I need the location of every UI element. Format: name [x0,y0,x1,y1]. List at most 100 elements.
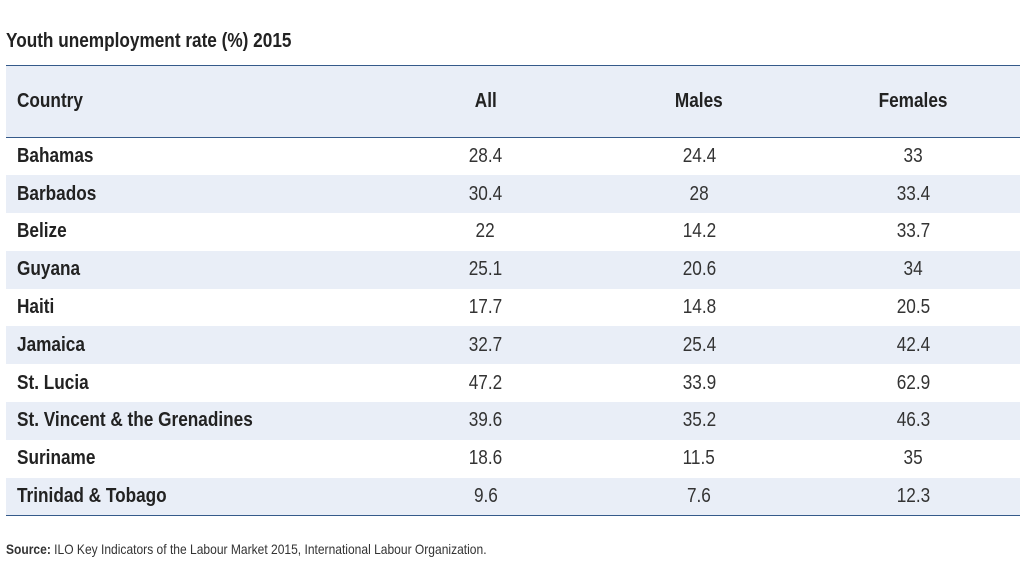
cell-country: St. Lucia [6,364,379,402]
cell-country: Belize [6,213,379,251]
cell-males-value: 35.2 [682,409,716,432]
cell-all-value: 25.1 [468,258,503,281]
table-header: Country All Males Females [6,65,1020,138]
cell-females-value: 33 [903,145,923,168]
cell-country: Trinidad & Tobago [6,478,379,516]
cell-females: 42.4 [806,326,1020,364]
cell-country: Guyana [6,251,379,289]
cell-females-value: 12.3 [896,484,930,507]
cell-females: 33 [806,138,1020,176]
cell-all: 25.1 [379,251,592,289]
column-header-all-label: All [474,90,497,112]
cell-females: 35 [806,440,1020,478]
cell-all: 17.7 [379,289,592,327]
cell-all-value: 30.4 [468,182,503,205]
column-header-females: Females [806,66,1020,138]
table-row: Belize 22 14.2 33.7 [6,213,1020,251]
cell-males-value: 11.5 [682,447,716,470]
source-text: ILO Key Indicators of the Labour Market … [50,541,487,557]
table-row: St. Vincent & the Grenadines 39.6 35.2 46.3 [6,402,1020,440]
cell-females-value: 33.4 [896,182,930,205]
cell-males-value: 24.4 [682,145,716,168]
header-row: Country All Males Females [6,65,1020,138]
unemployment-table: Country All Males Females Bahamas 28.4 24.… [6,65,1020,516]
table-row: St. Lucia 47.2 33.9 62.9 [6,364,1020,402]
table-row: Trinidad & Tobago 9.6 7.6 12.3 [6,477,1020,516]
cell-all: 39.6 [379,402,592,440]
cell-males-value: 28 [689,182,709,205]
cell-country-value: Belize [17,220,67,243]
cell-males: 14.2 [592,213,806,251]
cell-all-value: 28.4 [468,145,503,168]
cell-males-value: 7.6 [687,484,711,507]
cell-females-value: 34 [903,258,923,281]
cell-country-value: St. Lucia [17,371,89,394]
cell-females-value: 35 [903,447,923,470]
cell-males: 35.2 [592,402,806,440]
cell-country: Bahamas [6,138,379,176]
cell-males: 33.9 [592,364,806,402]
table-row: Haiti 17.7 14.8 20.5 [6,289,1020,327]
cell-males: 14.8 [592,289,806,327]
cell-females: 34 [806,251,1020,289]
cell-females: 20.5 [806,289,1020,327]
column-header-males-label: Males [675,90,723,112]
cell-country-value: Haiti [17,296,55,319]
cell-country-value: Jamaica [17,333,85,356]
cell-country: St. Vincent & the Grenadines [6,402,379,440]
cell-all: 9.6 [379,478,592,516]
source-label: Source: [6,541,51,557]
cell-males: 7.6 [592,478,806,516]
cell-all-value: 17.7 [468,296,503,319]
column-header-country-label: Country [17,90,83,112]
cell-females-value: 33.7 [896,220,930,243]
cell-all-value: 22 [475,220,496,243]
cell-females-value: 62.9 [896,371,930,394]
cell-females-value: 20.5 [896,296,930,319]
column-header-females-label: Females [878,90,948,112]
cell-males: 20.6 [592,251,806,289]
column-header-all: All [379,66,592,138]
table-row: Suriname 18.6 11.5 35 [6,440,1020,478]
cell-males-value: 14.2 [682,220,716,243]
cell-females: 12.3 [806,478,1020,516]
table-row: Jamaica 32.7 25.4 42.4 [6,326,1020,365]
column-header-country: Country [6,66,379,138]
cell-all: 32.7 [379,326,592,364]
cell-males: 28 [592,175,806,213]
cell-country-value: Bahamas [17,145,94,168]
table-row: Barbados 30.4 28 33.4 [6,175,1020,214]
column-header-males: Males [592,66,806,138]
cell-country: Barbados [6,175,379,213]
cell-country-value: Suriname [17,447,96,470]
cell-females: 33.7 [806,213,1020,251]
cell-females: 33.4 [806,175,1020,213]
cell-all-value: 32.7 [468,333,503,356]
cell-females-value: 42.4 [896,333,930,356]
cell-country: Haiti [6,289,379,327]
cell-all-value: 18.6 [468,447,503,470]
cell-all: 22 [379,213,592,251]
cell-country-value: Guyana [17,258,81,281]
table-row: Bahamas 28.4 24.4 33 [6,138,1020,176]
cell-males-value: 33.9 [682,371,716,394]
cell-country-value: St. Vincent & the Grenadines [17,409,253,432]
cell-all-value: 47.2 [468,371,503,394]
cell-country: Suriname [6,440,379,478]
table-row: Guyana 25.1 20.6 34 [6,250,1020,289]
cell-country: Jamaica [6,326,379,364]
cell-all-value: 39.6 [468,409,503,432]
cell-all: 18.6 [379,440,592,478]
cell-all: 28.4 [379,138,592,176]
cell-males: 25.4 [592,326,806,364]
cell-country-value: Barbados [17,182,97,205]
table-title: Youth unemployment rate (%) 2015 [6,30,292,52]
cell-all-value: 9.6 [473,484,498,507]
cell-females: 62.9 [806,364,1020,402]
cell-males: 11.5 [592,440,806,478]
cell-males-value: 14.8 [682,296,716,319]
cell-males-value: 20.6 [682,258,716,281]
cell-females-value: 46.3 [896,409,930,432]
source-note: Source: ILO Key Indicators of the Labour… [6,541,487,557]
cell-country-value: Trinidad & Tobago [17,484,167,507]
